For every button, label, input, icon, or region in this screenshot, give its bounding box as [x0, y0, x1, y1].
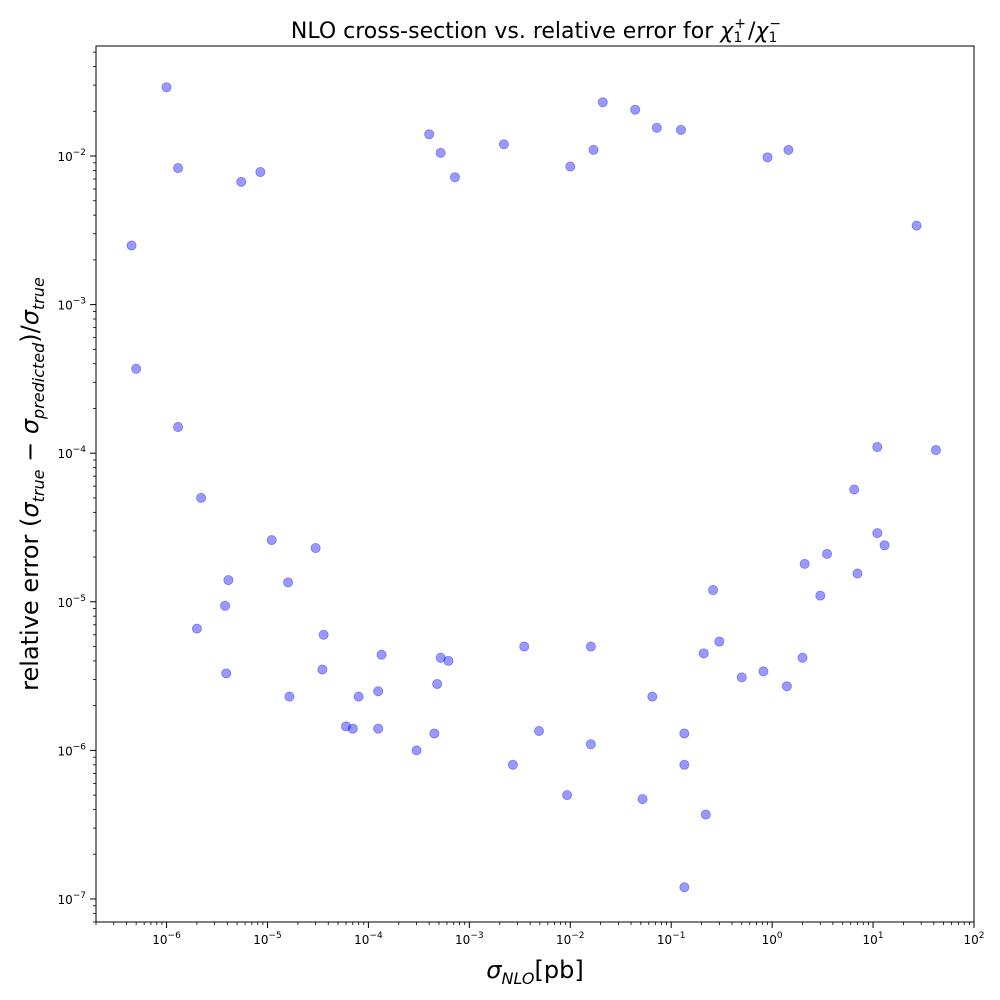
data-point	[675, 124, 686, 135]
data-point	[849, 484, 860, 495]
x-tick-label: 100	[762, 931, 783, 947]
data-point	[815, 590, 826, 601]
data-point	[534, 726, 545, 737]
data-point	[373, 686, 384, 697]
y-tick-label: 10−7	[57, 891, 86, 907]
data-point	[762, 152, 773, 163]
data-point	[714, 636, 725, 647]
data-point	[872, 442, 883, 453]
y-tick-label: 10−5	[57, 594, 86, 610]
x-tick-label: 10−1	[657, 931, 686, 947]
data-point	[637, 794, 648, 805]
x-axis-label: σNLO[pb]	[486, 956, 583, 988]
data-point	[498, 139, 509, 150]
data-point	[435, 652, 446, 663]
y-tick-label: 10−4	[57, 445, 86, 461]
x-tick-label: 10−5	[253, 931, 282, 947]
data-point	[879, 540, 890, 551]
data-point	[347, 723, 358, 734]
y-tick-label: 10−2	[57, 148, 86, 164]
data-point	[191, 623, 202, 634]
data-point	[822, 548, 833, 559]
data-point	[353, 691, 364, 702]
y-axis-label: relative error (σtrue − σpredicted)/σtru…	[16, 277, 48, 691]
plot-frame	[95, 45, 975, 923]
x-tick-label: 10−6	[152, 931, 181, 947]
data-point	[708, 585, 719, 596]
data-point	[220, 600, 231, 611]
data-point	[131, 363, 142, 374]
data-point	[223, 575, 234, 586]
data-point	[507, 759, 518, 770]
data-point	[679, 882, 690, 893]
data-point	[196, 492, 207, 503]
x-tick-label: 10−3	[455, 931, 484, 947]
data-point	[449, 172, 460, 183]
data-point	[221, 668, 232, 679]
data-point	[341, 721, 352, 732]
data-point	[284, 691, 295, 702]
x-tick-label: 102	[963, 931, 984, 947]
data-point	[317, 664, 328, 675]
data-point	[435, 147, 446, 158]
data-point	[758, 666, 769, 677]
data-point	[630, 104, 641, 115]
axis-ticks: 10−6 10−5 10−4 10−3 10−2 10−1 100 101 102 10−7 10−…	[57, 51, 985, 947]
data-point	[585, 641, 596, 652]
data-point	[930, 445, 941, 456]
data-point	[588, 144, 599, 155]
data-point	[852, 568, 863, 579]
data-point	[443, 655, 454, 666]
data-point	[173, 422, 184, 433]
data-point	[376, 649, 387, 660]
data-point	[432, 678, 443, 689]
y-tick-label: 10−6	[57, 742, 86, 758]
data-point	[519, 641, 530, 652]
data-point	[679, 728, 690, 739]
data-point	[799, 558, 810, 569]
data-point	[700, 809, 711, 820]
data-point	[783, 144, 794, 155]
x-tick-label: 101	[863, 931, 884, 947]
data-point	[126, 240, 137, 251]
data-point	[597, 97, 608, 108]
data-point	[373, 723, 384, 734]
data-points	[126, 82, 941, 893]
data-point	[679, 759, 690, 770]
data-point	[318, 629, 329, 640]
data-point	[429, 728, 440, 739]
data-point	[647, 691, 658, 702]
data-point	[255, 167, 266, 178]
data-point	[310, 543, 321, 554]
data-point	[585, 739, 596, 750]
data-point	[797, 652, 808, 663]
data-point	[651, 122, 662, 133]
data-point	[424, 129, 435, 140]
data-point	[283, 577, 294, 588]
data-point	[698, 648, 709, 659]
data-point	[411, 745, 422, 756]
data-point	[161, 82, 172, 93]
data-point	[736, 672, 747, 683]
x-tick-label: 10−2	[556, 931, 585, 947]
data-point	[911, 220, 922, 231]
x-tick-label: 10−4	[354, 931, 383, 947]
data-point	[562, 790, 573, 801]
data-point	[266, 535, 277, 546]
data-point	[236, 176, 247, 187]
y-tick-label: 10−3	[57, 297, 86, 313]
chart-title: NLO cross-section vs. relative error for…	[291, 16, 781, 46]
data-point	[781, 681, 792, 692]
data-point	[872, 528, 883, 539]
data-point	[173, 163, 184, 174]
data-point	[565, 161, 576, 172]
